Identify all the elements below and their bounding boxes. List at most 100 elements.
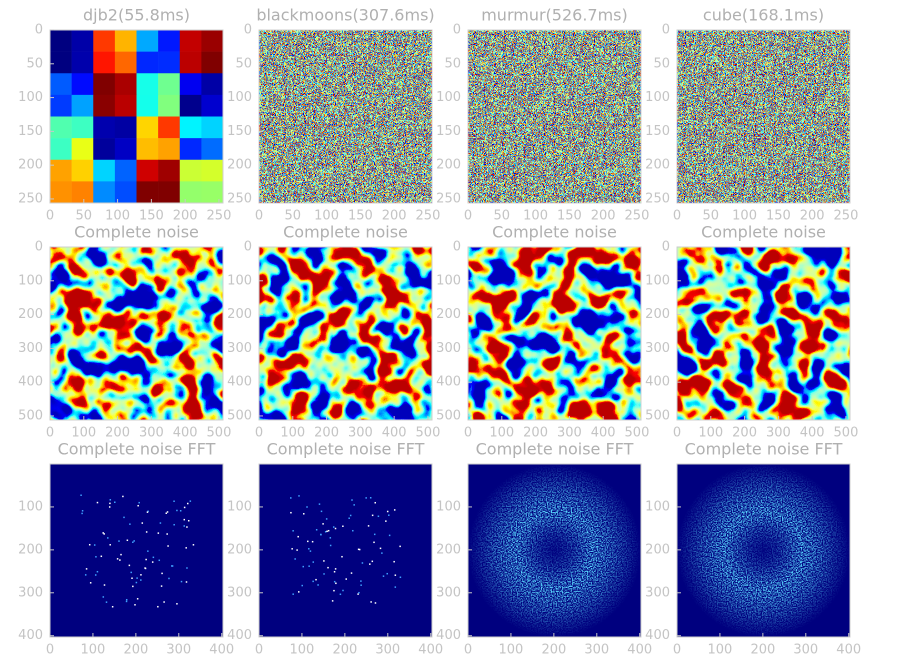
spectrum-dot: [123, 516, 125, 519]
spectrum-dot: [329, 537, 332, 539]
image-block: [114, 94, 137, 117]
y-tick-label: 400: [645, 628, 670, 643]
y-tick-label: 200: [645, 158, 670, 173]
y-tick-label: 250: [436, 191, 461, 206]
x-tick-label: 300: [557, 426, 582, 441]
panel-title: Complete noise: [283, 223, 408, 242]
spectrum-dot: [381, 552, 383, 554]
image-block: [201, 30, 224, 52]
y-tick-label: 400: [227, 375, 252, 390]
x-tick-label: 200: [105, 426, 130, 441]
x-tick-label: 500: [416, 426, 441, 441]
spectrum-dot: [187, 519, 190, 522]
y-tick-label: 200: [227, 307, 252, 322]
y-tick-label: 300: [645, 341, 670, 356]
spectrum-dot: [81, 512, 83, 515]
spectrum-dot: [163, 601, 165, 603]
image-block: [71, 181, 94, 204]
y-tick-label: 50: [444, 56, 461, 71]
x-tick-label: 150: [348, 209, 373, 224]
x-tick-label: 400: [800, 426, 825, 441]
spectrum-dot: [146, 511, 149, 513]
spectrum-dot: [357, 593, 359, 595]
spectrum-dot: [183, 518, 186, 521]
image-block: [71, 94, 94, 117]
x-tick-label: 300: [166, 643, 191, 658]
spectrum-dot: [306, 506, 308, 508]
spectrum-dot: [93, 544, 96, 546]
spectrum-dot: [327, 566, 329, 569]
panel-title: Complete noise FFT: [685, 440, 843, 459]
x-tick-label: 200: [541, 643, 566, 658]
y-tick-label: 300: [227, 341, 252, 356]
x-tick-label: 400: [209, 643, 234, 658]
spectrum-dot: [302, 565, 304, 568]
frame: [49, 246, 224, 421]
spectrum-dot: [377, 515, 380, 518]
x-tick-label: 100: [81, 643, 106, 658]
x-tick-label: 150: [766, 209, 791, 224]
panel-title: blackmoons(307.6ms): [256, 6, 434, 25]
x-tick-label: 0: [255, 209, 263, 224]
spectrum-dot: [125, 598, 128, 601]
spectrum-dot: [301, 584, 303, 587]
spectrum-dot: [140, 574, 142, 576]
spectrum-dot: [334, 527, 337, 530]
spectrum-dot: [350, 572, 353, 574]
spectrum-dot: [339, 593, 342, 596]
spectrum-dot: [147, 510, 149, 513]
spectrum-dot: [311, 540, 314, 543]
panel-title: murmur(526.7ms): [481, 6, 628, 25]
spectrum-dot: [327, 529, 330, 532]
image-block: [136, 181, 159, 204]
spectrum-dot: [111, 605, 114, 608]
y-tick-label: 100: [645, 90, 670, 105]
spectrum-dot: [360, 580, 362, 582]
spectrum-dot: [160, 585, 163, 587]
spectrum-dot: [176, 603, 178, 605]
x-tick-label: 0: [673, 209, 681, 224]
spectrum-dot: [312, 561, 315, 563]
spectrum-dot: [315, 578, 317, 581]
image-block: [201, 116, 224, 139]
x-tick-label: 0: [464, 209, 472, 224]
x-tick-label: 300: [766, 426, 791, 441]
spectrum-dot: [128, 564, 131, 567]
panel: Complete noise FFT 0 100 200 300 400 100 200 300…: [227, 440, 443, 658]
image-block: [201, 138, 224, 161]
image-noise: [259, 30, 432, 203]
image-noise: [259, 247, 432, 420]
image-block: [114, 30, 137, 52]
y-tick-label: 0: [662, 240, 670, 255]
frame: [676, 246, 851, 421]
spectrum-dot: [132, 585, 134, 588]
frame: [467, 463, 642, 638]
x-tick-label: 50: [76, 209, 93, 224]
image-block: [50, 138, 72, 161]
x-tick-label: 100: [698, 426, 723, 441]
x-tick-label: 50: [494, 209, 511, 224]
spectrum-dot: [185, 547, 187, 549]
spectrum-dot: [290, 497, 292, 499]
y-tick-label: 150: [436, 124, 461, 139]
frame: [467, 246, 642, 421]
panel: murmur(526.7ms)0 50 100 150 200 2500501001502…: [436, 6, 649, 224]
image-block: [136, 94, 159, 117]
y-tick-label: 200: [645, 307, 670, 322]
spectrum-dot: [103, 533, 105, 535]
spectrum-dot: [369, 497, 372, 499]
x-tick-label: 100: [523, 209, 548, 224]
spectrum-dot: [361, 562, 364, 564]
spectrum-dot: [291, 548, 293, 550]
panel: Complete noise FFT 0 100 200 300 400 100 200 300…: [18, 440, 234, 658]
image-block: [114, 51, 137, 74]
y-tick-label: 0: [35, 23, 43, 38]
image-noise: [677, 30, 850, 203]
x-tick-label: 200: [123, 643, 148, 658]
spectrum-dot: [297, 535, 299, 538]
frame: [676, 29, 851, 204]
y-tick-label: 200: [18, 542, 43, 557]
image-block: [50, 30, 72, 52]
spectrum-dot: [318, 503, 321, 505]
